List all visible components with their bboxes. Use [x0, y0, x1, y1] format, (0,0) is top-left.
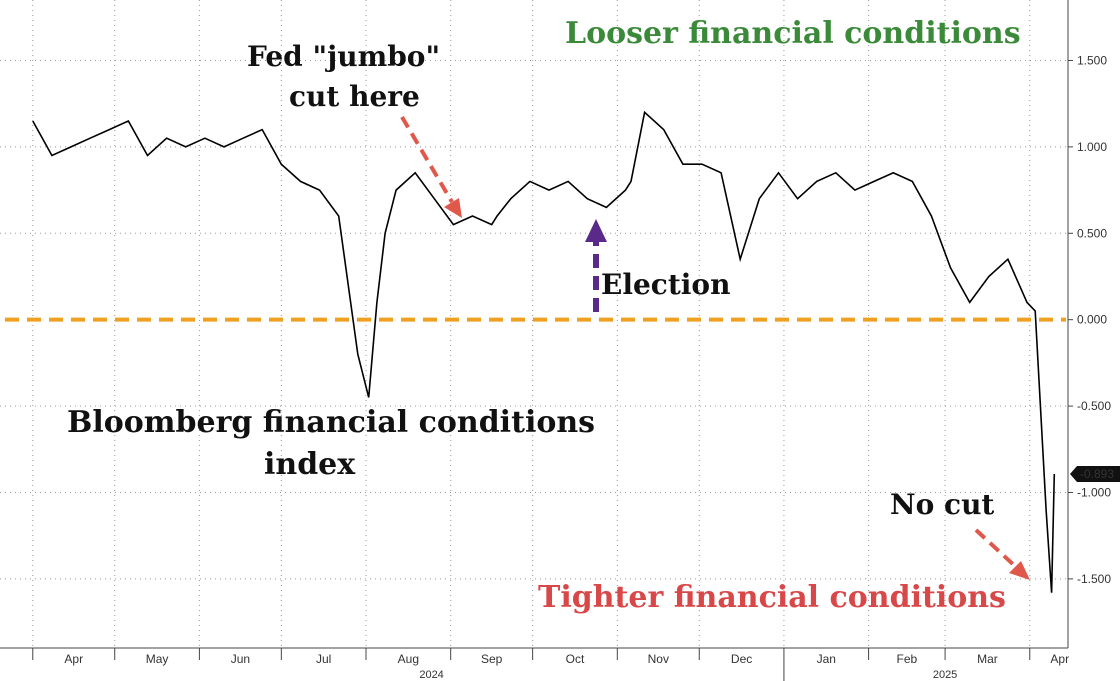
fed-arrow-shaft [400, 115, 454, 204]
grid-lines [0, 0, 1068, 648]
election-annotation: Election [601, 268, 731, 301]
fed-jumbo-annotation-line2: cut here [289, 80, 420, 113]
y-tick-label: 1.000 [1077, 140, 1107, 154]
last-value-badge: -0.893 [1070, 465, 1120, 482]
y-tick-label: 0.500 [1077, 226, 1107, 240]
x-tick-label: Apr [64, 652, 83, 666]
chart-title-line1: Bloomberg financial conditions [67, 405, 596, 440]
last-value-badge-shape [1070, 465, 1120, 482]
no-cut-arrow-shaft [974, 528, 1018, 569]
x-tick-label: Nov [648, 652, 669, 666]
year-label-2025: 2025 [933, 669, 957, 681]
annotation-arrows [400, 115, 1030, 580]
y-tick-labels: 1.500 1.000 0.500 0.000 -0.500 -1.000 -1.500 [1068, 53, 1111, 586]
x-tick-label: Dec [731, 652, 752, 666]
x-tick-label: Jan [817, 652, 836, 666]
x-tick-label: Jun [231, 652, 250, 666]
y-tick-label: -1.500 [1077, 572, 1111, 586]
y-tick-label: 1.500 [1077, 53, 1107, 67]
series-line-fci [32, 110, 1056, 593]
no-cut-arrow-head [1009, 561, 1030, 580]
x-tick-label: Jul [316, 652, 331, 666]
x-tick-label: Apr [1050, 652, 1069, 666]
no-cut-annotation: No cut [890, 488, 995, 521]
x-tick-label: Sep [481, 652, 503, 666]
fed-jumbo-annotation-line1: Fed "jumbo" [247, 40, 441, 73]
x-tick-label: Mar [977, 652, 998, 666]
x-tick-labels: Apr May Jun Jul Aug Sep Oct Nov Dec Jan Feb Mar Apr 2… [32, 648, 1069, 681]
x-tick-label: May [146, 652, 169, 666]
last-value-label: -0.893 [1080, 467, 1114, 481]
election-arrow-head [585, 219, 607, 242]
axes [0, 0, 1069, 649]
chart-title-line2: index [264, 447, 356, 482]
tighter-annotation: Tighter financial conditions [538, 580, 1006, 615]
x-tick-label: Feb [897, 652, 918, 666]
y-tick-label: -1.000 [1077, 485, 1111, 499]
year-label-2024: 2024 [419, 669, 443, 681]
looser-annotation: Looser financial conditions [565, 16, 1021, 51]
x-tick-label: Oct [566, 652, 585, 666]
y-tick-label: -0.500 [1077, 399, 1111, 413]
y-tick-label: 0.000 [1077, 313, 1107, 327]
x-tick-label: Aug [398, 652, 419, 666]
fed-arrow-head [444, 198, 462, 218]
